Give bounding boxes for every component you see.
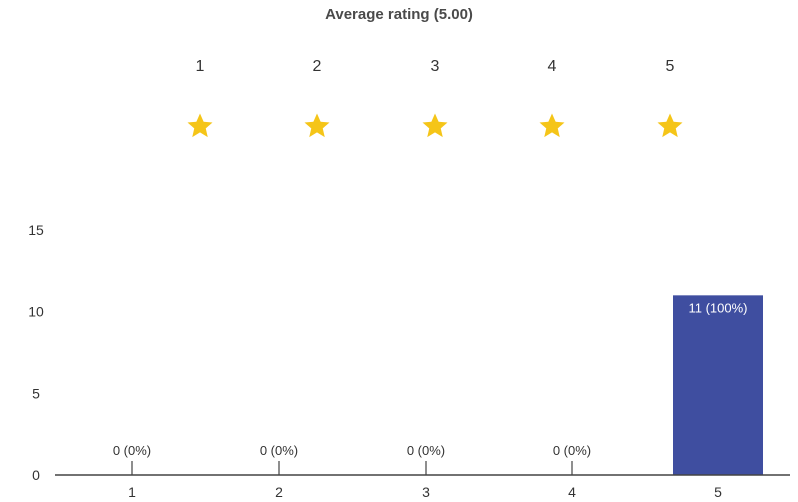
star-icon bbox=[187, 113, 213, 138]
bar-5 bbox=[673, 295, 763, 475]
data-label: 11 (100%) bbox=[688, 300, 747, 315]
rating-option-1: 1 bbox=[180, 55, 220, 141]
y-tick-label: 5 bbox=[32, 385, 40, 401]
star-icon bbox=[657, 113, 683, 138]
y-tick-label: 0 bbox=[32, 467, 40, 483]
rating-option-5: 5 bbox=[650, 55, 690, 141]
y-tick-label: 15 bbox=[28, 222, 44, 238]
star-icon bbox=[422, 113, 448, 138]
rating-number: 3 bbox=[430, 58, 440, 75]
y-tick-label: 10 bbox=[28, 304, 44, 320]
rating-number: 5 bbox=[665, 58, 675, 75]
star-icon bbox=[539, 113, 565, 138]
rating-option-4: 4 bbox=[532, 55, 572, 141]
star-icon bbox=[304, 113, 330, 138]
x-tick-label: 2 bbox=[275, 484, 283, 500]
rating-scale: 1 2 3 4 5 bbox=[140, 55, 730, 145]
x-tick-label: 4 bbox=[568, 484, 576, 500]
data-label: 0 (0%) bbox=[260, 443, 298, 458]
rating-number: 2 bbox=[312, 58, 322, 75]
rating-number: 4 bbox=[547, 58, 557, 75]
data-label: 0 (0%) bbox=[113, 443, 151, 458]
rating-option-2: 2 bbox=[297, 55, 337, 141]
x-tick-label: 3 bbox=[422, 484, 430, 500]
rating-number: 1 bbox=[195, 58, 205, 75]
x-tick-label: 1 bbox=[128, 484, 136, 500]
chart-title: Average rating (5.00) bbox=[325, 6, 473, 23]
data-label: 0 (0%) bbox=[553, 443, 591, 458]
rating-option-3: 3 bbox=[415, 55, 455, 141]
data-label: 0 (0%) bbox=[407, 443, 445, 458]
x-tick-label: 5 bbox=[714, 484, 722, 500]
